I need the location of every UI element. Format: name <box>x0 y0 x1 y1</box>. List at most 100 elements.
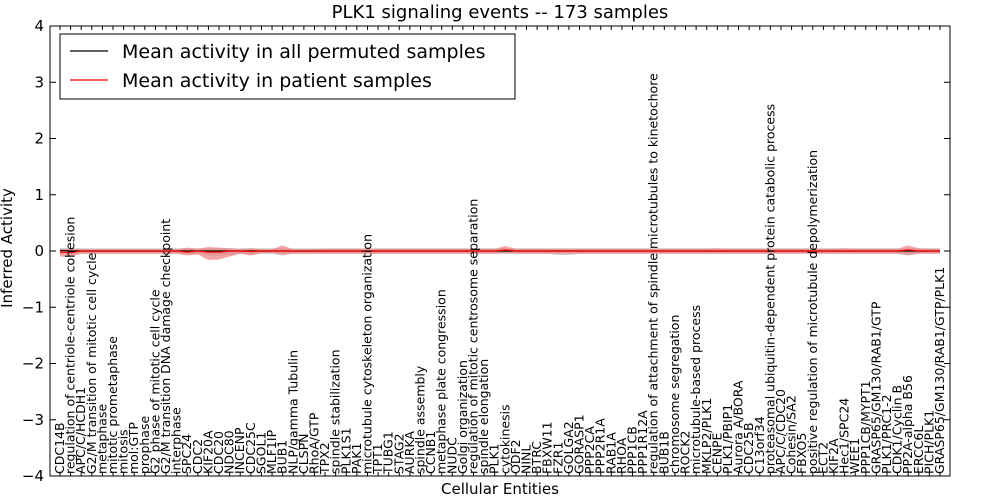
x-category-label: FBXW11 <box>540 421 555 474</box>
x-category-label: PLK1 <box>487 443 502 474</box>
patient-band <box>60 245 940 260</box>
confidence-bands <box>60 245 940 260</box>
x-category-label: TUBG1 <box>381 431 396 475</box>
y-tick-label: −2 <box>22 355 44 373</box>
x-category-label: TPT1 <box>370 443 385 475</box>
y-tick-label: 1 <box>34 186 44 204</box>
x-category-label: FBXO5 <box>794 433 809 474</box>
x-category-label: PLK1/PRC1-2 <box>879 394 894 474</box>
x-category-label: PPP1R12A <box>635 410 650 474</box>
series-line-patient <box>59 249 940 254</box>
x-category-label: CLSPN <box>296 433 311 474</box>
y-tick-label: 4 <box>34 17 44 35</box>
x-axis-label: Cellular Entities <box>441 480 559 498</box>
x-category-label: BTRC <box>529 441 544 474</box>
y-tick-label: 3 <box>34 73 44 91</box>
x-category-label: GRASP65/GM130/RAB1/GTP/PLK1 <box>932 267 947 474</box>
x-category-label: PPP1CB <box>625 426 640 474</box>
x-category-label: regulation of centriole-centriole cohesi… <box>63 217 78 474</box>
x-category-label: Aurora A/BORA <box>731 380 746 474</box>
x-category-label: mol:GTP <box>126 422 141 474</box>
x-category-label: mitotic prometaphase <box>105 336 120 474</box>
x-category-label: cytokinesis <box>497 404 512 474</box>
x-category-label: prophase <box>137 416 152 474</box>
x-category-label: CCNB1 <box>423 431 438 474</box>
x-category-label: BUB1B <box>656 431 671 474</box>
y-tick-label: 2 <box>34 130 44 148</box>
x-category-label: PLK1/PBIP1 <box>720 404 735 474</box>
x-category-label: PP2A-alpha B56 <box>900 375 915 474</box>
x-category-label: NUDC <box>444 437 459 474</box>
legend: Mean activity in all permuted samples Me… <box>59 33 516 100</box>
x-category-label: Cohesin/SA2 <box>784 395 799 474</box>
x-category-label: CDC25C <box>243 422 258 474</box>
x-category-label: ROCK2 <box>678 431 693 474</box>
y-tick-label: −3 <box>22 411 44 429</box>
x-category-label: APC/C/HCDH1 <box>73 387 88 474</box>
y-axis-ticks: 4 3 2 1 0 −1 −2 −3 −4 <box>22 17 950 485</box>
legend-box <box>59 33 516 100</box>
x-category-label: G2 phase of mitotic cell cycle <box>147 289 162 474</box>
x-category-label: metaphase <box>94 404 109 474</box>
x-category-label: spindle stabilization <box>328 349 343 474</box>
x-category-label: NLP/gamma Tubulin <box>285 350 300 474</box>
x-category-label: CDC14B <box>52 422 67 474</box>
x-category-label: RHOA <box>614 437 629 474</box>
x-category-label: PAK1 <box>349 443 364 474</box>
x-category-label: CDC20 <box>211 431 226 474</box>
x-category-label: ECT2 <box>815 442 830 474</box>
x-category-label: G2/M transition of mitotic cell cycle <box>84 252 99 474</box>
x-category-label: BUB1 <box>275 440 290 474</box>
x-category-label: MLF1IP <box>264 429 279 474</box>
x-category-label: Hec1/SPC24 <box>837 398 852 474</box>
y-tick-label: −1 <box>22 298 44 316</box>
x-category-label: GORASP1 <box>572 414 587 474</box>
x-category-label: ERCC6L <box>911 426 926 474</box>
x-category-label: CENPE <box>709 432 724 474</box>
x-category-label: FZR1 <box>550 442 565 474</box>
x-category-label: GRASP65/GM130/RAB1/GTP <box>868 301 883 474</box>
x-category-label: RAB1A <box>603 432 618 474</box>
y-tick-label: −4 <box>22 467 44 485</box>
x-category-label: spindle elongation <box>476 359 491 474</box>
x-category-label: PPP2CA <box>582 426 597 474</box>
x-category-label: SPC24 <box>179 434 194 474</box>
x-category-label: APC/C/CDC20 <box>773 389 788 474</box>
x-category-label: INCENP <box>232 427 247 474</box>
x-category-label: CDC25B <box>741 422 756 474</box>
x-category-label: positive regulation of microtubule depol… <box>805 150 820 474</box>
x-category-label: interphase <box>169 407 184 474</box>
x-category-label: G2/M transition DNA damage checkpoint <box>158 219 173 474</box>
y-axis-label: Inferred Activity <box>0 188 16 308</box>
x-category-label: CDC2 <box>190 439 205 474</box>
x-category-label: PPP2R1A <box>593 418 608 474</box>
x-category-label: microtubule-based process <box>688 305 703 474</box>
x-category-label: NDC80 <box>222 430 237 474</box>
x-category-label: chromosome segregation <box>667 315 682 474</box>
legend-label-patient: Mean activity in patient samples <box>122 70 432 92</box>
plot-frame <box>49 25 951 477</box>
x-category-label: KIF2A <box>826 438 841 474</box>
x-category-label: GOLGA2 <box>561 421 576 474</box>
x-category-label: proteasomal ubiquitin-dependent protein … <box>762 104 777 474</box>
x-category-label: AURKA <box>402 431 417 474</box>
x-category-label: KIF20A <box>200 430 215 474</box>
x-category-label: metaphase plate congression <box>434 289 449 474</box>
x-category-label: SGOL1 <box>253 432 268 474</box>
x-category-label: TPX2 <box>317 442 332 475</box>
chart-title: PLK1 signaling events -- 173 samples <box>332 2 669 23</box>
x-category-label: PLK1S1 <box>338 427 353 474</box>
x-category-label: ODF2 <box>508 439 523 474</box>
x-category-label: RhoA/GTP <box>306 412 321 474</box>
x-category-label: Golgi organization <box>455 360 470 474</box>
y-tick-label: 0 <box>34 242 44 260</box>
x-category-label: MKLP2/PLK1 <box>699 398 714 474</box>
x-category-label: WEE1 <box>847 438 862 474</box>
x-category-label: CDK1/Cyclin B <box>890 385 905 474</box>
legend-label-permuted: Mean activity in all permuted samples <box>122 41 485 63</box>
x-category-label: C13orf34 <box>752 416 767 474</box>
x-category-label: microtubule cytoskeleton organization <box>359 234 374 474</box>
x-category-label: STAG2 <box>391 433 406 474</box>
